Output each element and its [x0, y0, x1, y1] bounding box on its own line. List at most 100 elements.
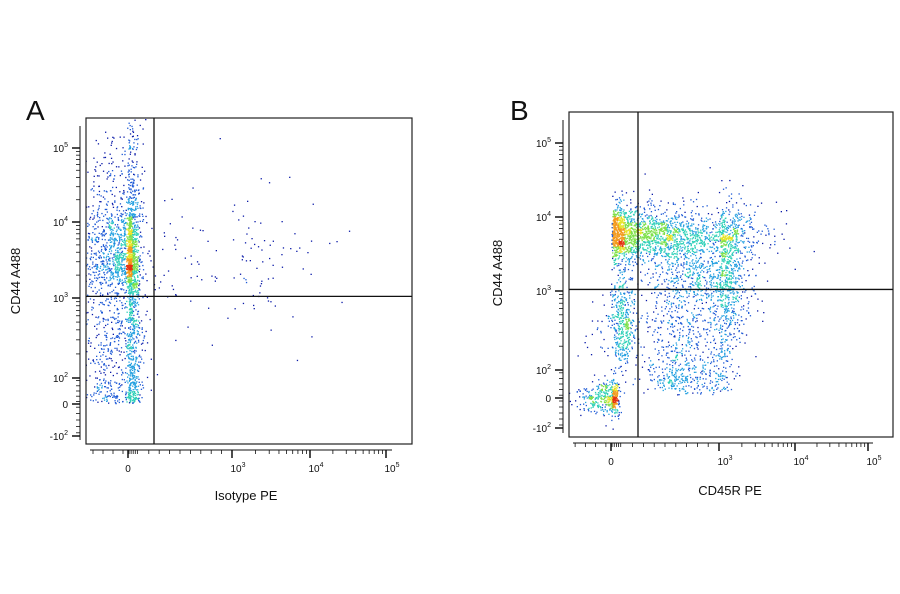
event-point	[128, 259, 130, 262]
event-point	[102, 303, 104, 305]
event-point	[123, 379, 125, 381]
event-point	[614, 222, 616, 224]
event-point	[786, 210, 788, 212]
event-point	[128, 250, 130, 252]
event-point	[131, 374, 133, 376]
event-point	[634, 261, 637, 263]
event-point	[639, 237, 641, 239]
event-point	[135, 357, 137, 359]
event-point	[134, 224, 136, 226]
event-point	[124, 234, 126, 236]
event-point	[655, 221, 657, 223]
event-point	[175, 248, 177, 251]
event-point	[134, 349, 136, 352]
event-point	[616, 240, 618, 242]
event-point	[124, 337, 126, 339]
event-point	[65, 260, 66, 261]
event-point	[619, 233, 621, 235]
event-point	[647, 225, 649, 227]
event-point	[684, 234, 687, 236]
event-point	[654, 235, 656, 237]
event-point	[111, 321, 113, 323]
event-point	[150, 389, 152, 391]
event-point	[111, 219, 113, 222]
event-point	[88, 266, 91, 268]
event-point	[117, 316, 119, 318]
event-point	[127, 354, 129, 356]
event-point	[184, 257, 186, 259]
event-point	[742, 185, 744, 187]
event-point	[131, 323, 133, 325]
event-point	[131, 222, 133, 224]
event-point	[128, 173, 130, 175]
event-point	[629, 223, 631, 225]
event-point	[119, 257, 121, 259]
event-point	[709, 237, 711, 239]
event-point	[127, 391, 129, 394]
event-point	[129, 282, 132, 284]
event-point	[105, 244, 107, 246]
event-point	[662, 230, 664, 233]
event-point	[108, 364, 110, 367]
event-point	[632, 238, 634, 240]
event-point	[613, 212, 615, 214]
event-point	[723, 226, 725, 228]
event-point	[113, 243, 116, 245]
event-point	[132, 244, 134, 246]
event-point	[652, 228, 654, 230]
event-point	[636, 242, 638, 245]
event-point	[677, 227, 679, 230]
event-point	[89, 246, 91, 248]
event-point	[137, 224, 139, 226]
event-point	[131, 288, 133, 290]
event-point	[656, 218, 658, 221]
event-point	[687, 245, 689, 247]
event-point	[643, 241, 645, 243]
event-point	[81, 283, 82, 284]
event-point	[617, 218, 619, 220]
event-point	[107, 259, 110, 261]
event-point	[105, 266, 107, 268]
event-point	[690, 255, 692, 257]
event-point	[132, 161, 134, 163]
event-point	[129, 236, 131, 238]
event-point	[684, 246, 686, 248]
event-point	[93, 217, 95, 219]
event-point	[100, 284, 102, 286]
event-point	[131, 299, 133, 301]
event-point	[125, 340, 127, 342]
event-point	[693, 223, 695, 225]
event-point	[672, 203, 675, 205]
event-point	[646, 217, 648, 219]
event-point	[139, 268, 141, 270]
event-point	[626, 237, 629, 239]
event-point	[267, 278, 270, 280]
event-point	[132, 240, 134, 243]
event-point	[650, 226, 652, 228]
event-point	[119, 228, 121, 230]
event-point	[627, 226, 629, 228]
event-point	[138, 257, 140, 259]
event-point	[128, 174, 130, 176]
event-point	[83, 227, 84, 228]
event-point	[118, 279, 121, 282]
event-point	[106, 277, 108, 279]
event-point	[722, 221, 724, 223]
event-point	[635, 252, 637, 254]
event-point	[135, 336, 137, 338]
event-point	[128, 334, 130, 337]
event-point	[136, 256, 138, 258]
event-point	[697, 326, 699, 329]
event-point	[644, 233, 646, 235]
event-point	[731, 237, 733, 239]
event-point	[130, 229, 132, 231]
event-point	[623, 234, 625, 236]
event-point	[81, 401, 82, 402]
event-point	[135, 346, 137, 348]
event-point	[99, 384, 101, 386]
event-point	[623, 243, 625, 245]
event-point	[66, 188, 67, 189]
event-point	[132, 222, 135, 224]
event-point	[628, 247, 630, 249]
event-point	[131, 312, 133, 314]
